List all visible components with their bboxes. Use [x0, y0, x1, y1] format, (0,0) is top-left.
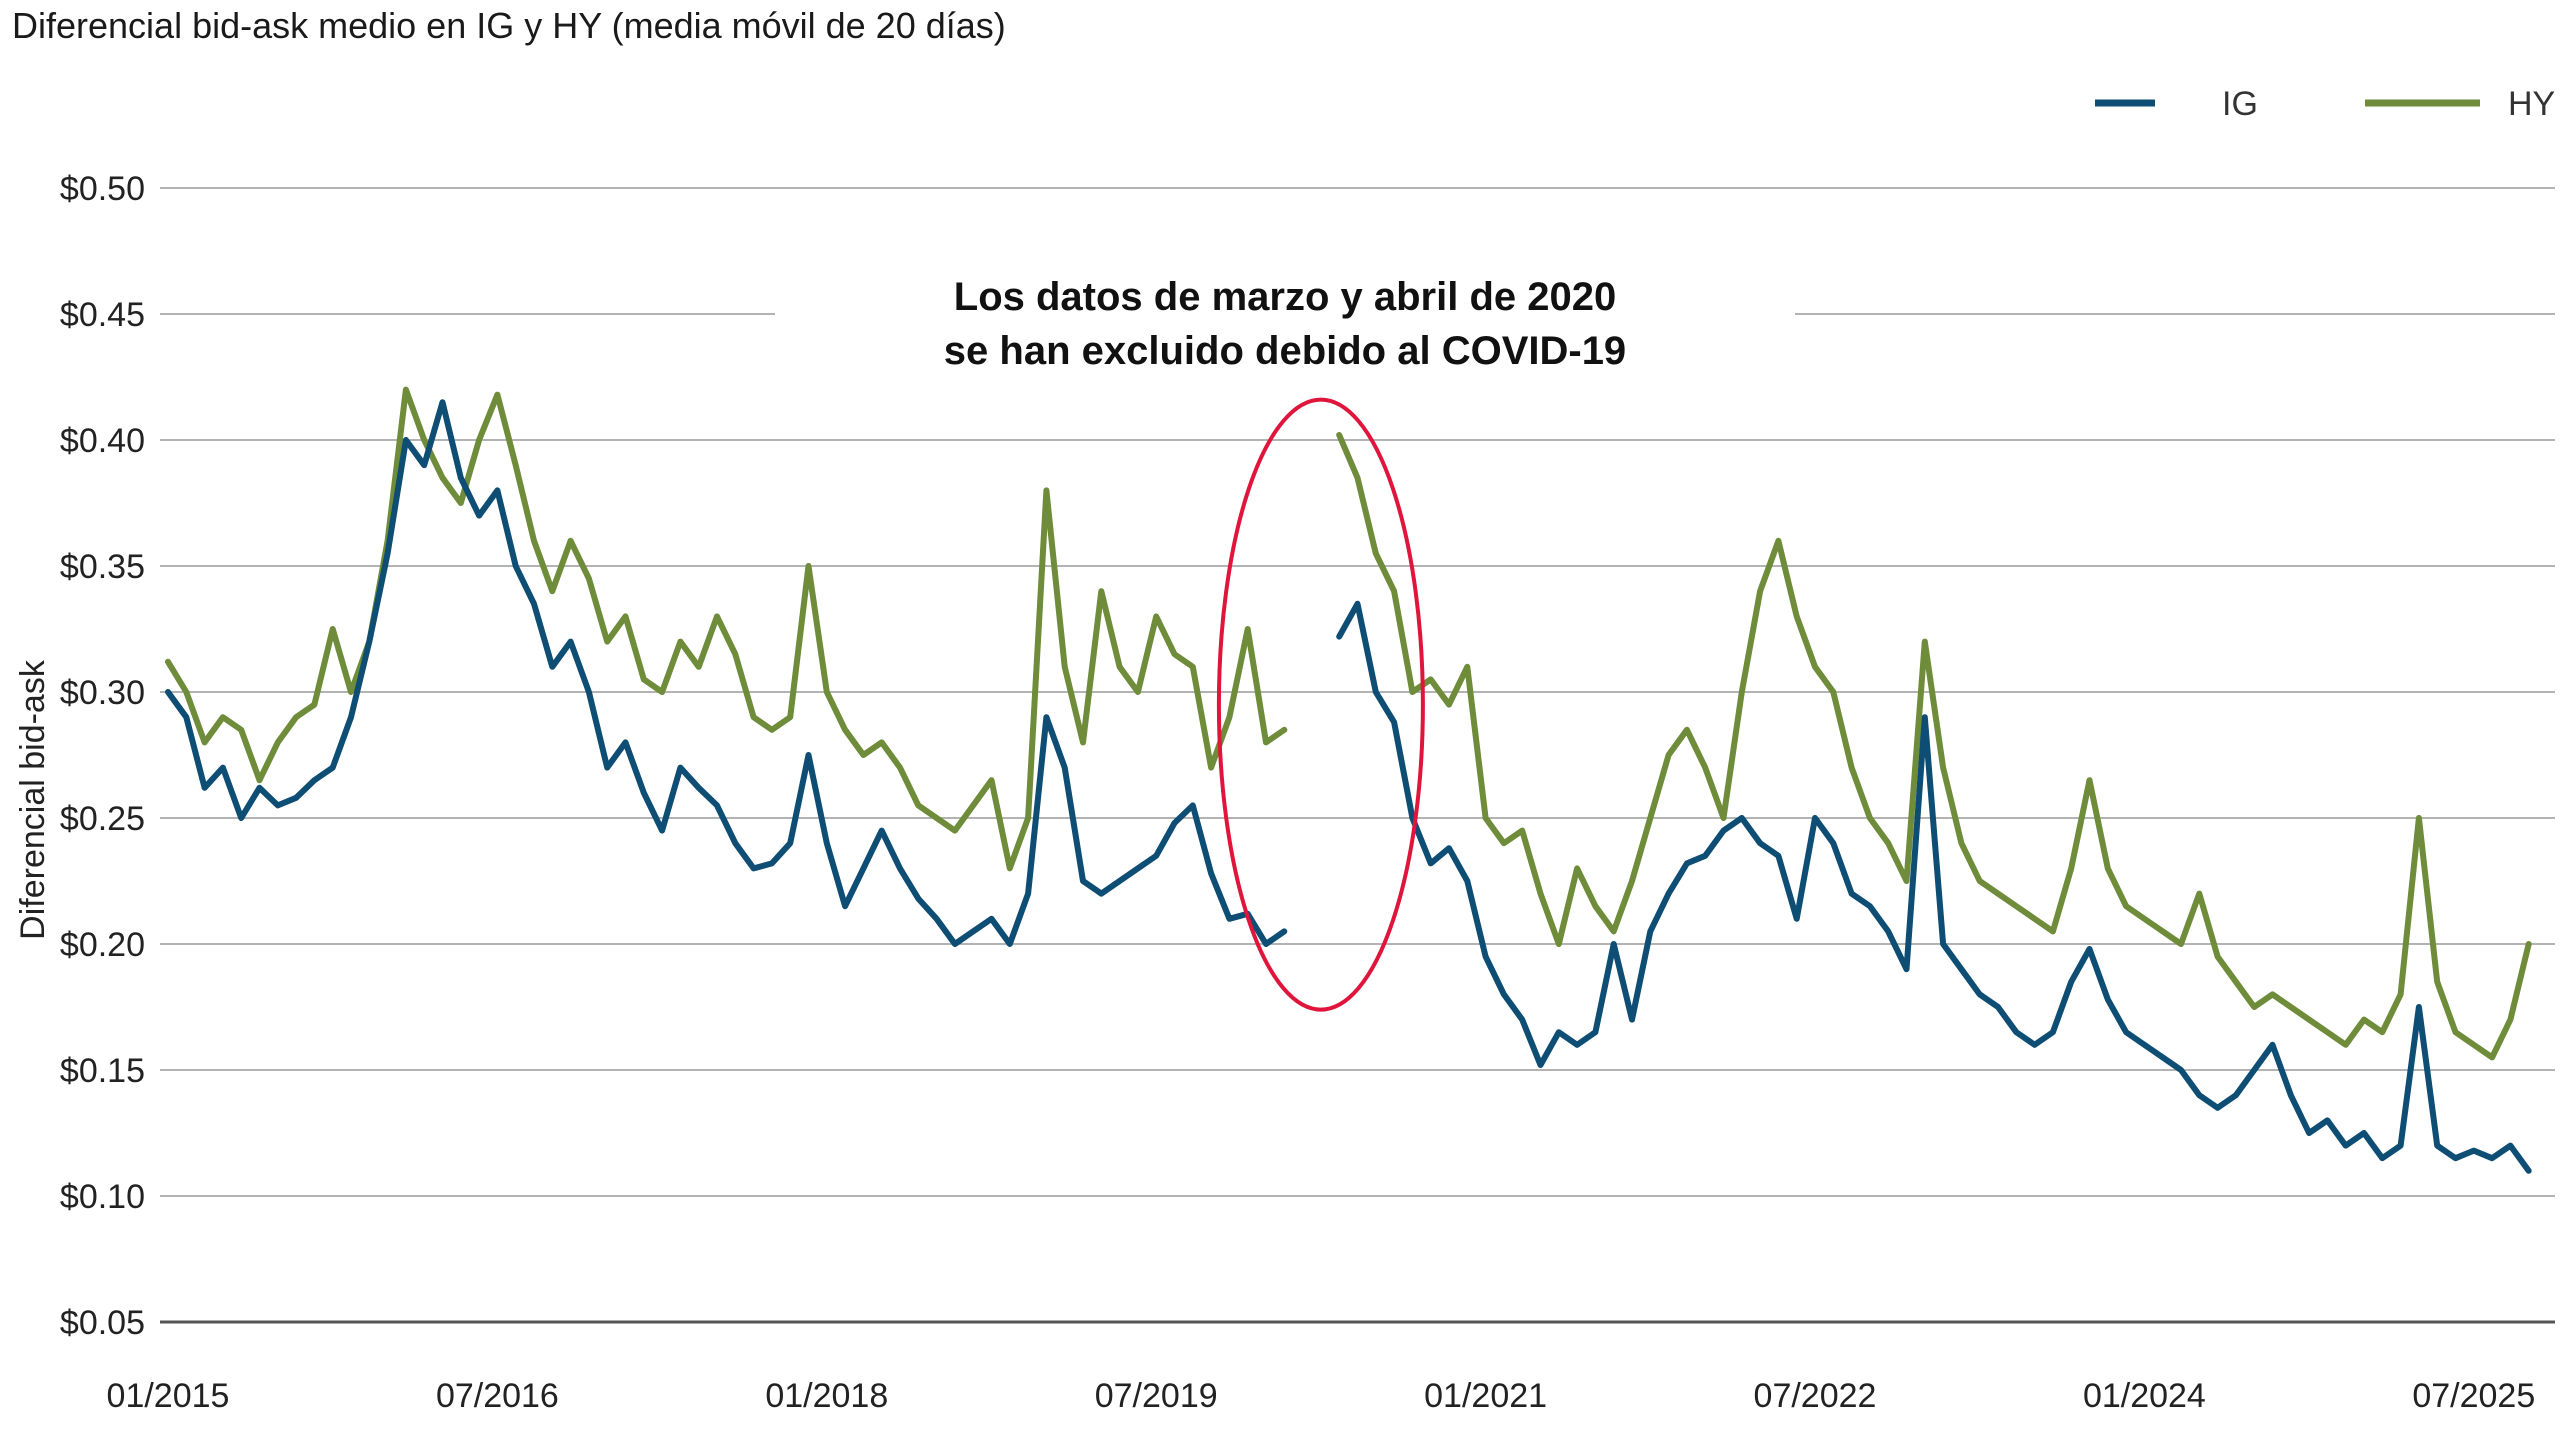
series-lines	[165, 386, 2532, 1174]
y-axis-title: Diferencial bid-ask	[14, 659, 52, 940]
y-tick-label: $0.25	[60, 800, 145, 838]
series-line-ig-segment-2	[1336, 600, 2532, 1174]
y-tick-label: $0.50	[60, 170, 145, 208]
x-tick-label: 01/2024	[2083, 1377, 2206, 1415]
annotation-line-2: se han excluido debido al COVID-19	[944, 329, 1626, 373]
x-tick-label: 01/2018	[765, 1377, 888, 1415]
legend: IG HY	[2095, 85, 2555, 123]
y-tick-label: $0.40	[60, 422, 145, 460]
y-tick-label: $0.05	[60, 1304, 145, 1342]
y-tick-label: $0.45	[60, 296, 145, 334]
legend-item-ig: IG	[2095, 85, 2258, 123]
y-tick-labels: $0.50 $0.45 $0.40 $0.35 $0.30 $0.25 $0.20 $0.15…	[60, 170, 145, 1342]
x-tick-label: 07/2022	[1754, 1377, 1877, 1415]
legend-label-hy: HY	[2508, 85, 2555, 123]
y-tick-label: $0.10	[60, 1178, 145, 1216]
x-tick-label: 01/2015	[107, 1377, 230, 1415]
annotation-line-1: Los datos de marzo y abril de 2020	[954, 275, 1616, 319]
x-tick-label: 01/2021	[1424, 1377, 1547, 1415]
x-tick-label: 07/2025	[2412, 1377, 2535, 1415]
series-line-hy-segment-2	[1336, 432, 2532, 1061]
covid-highlight-ellipse	[1216, 397, 1425, 1012]
y-tick-label: $0.20	[60, 926, 145, 964]
series-line-ig-segment-1	[165, 399, 1288, 947]
y-tick-label: $0.35	[60, 548, 145, 586]
x-tick-label: 07/2019	[1095, 1377, 1218, 1415]
legend-label-ig: IG	[2222, 85, 2258, 123]
x-tick-labels: 01/2015 07/2016 01/2018 07/2019 01/2021 07/20…	[107, 1377, 2536, 1415]
legend-item-hy: HY	[2365, 85, 2555, 123]
y-tick-label: $0.30	[60, 674, 145, 712]
annotation-background	[775, 272, 1795, 377]
y-tick-label: $0.15	[60, 1052, 145, 1090]
series-line-hy-segment-1	[165, 386, 1288, 872]
chart-title: Diferencial bid-ask medio en IG y HY (me…	[12, 5, 1006, 46]
x-tick-label: 07/2016	[436, 1377, 559, 1415]
